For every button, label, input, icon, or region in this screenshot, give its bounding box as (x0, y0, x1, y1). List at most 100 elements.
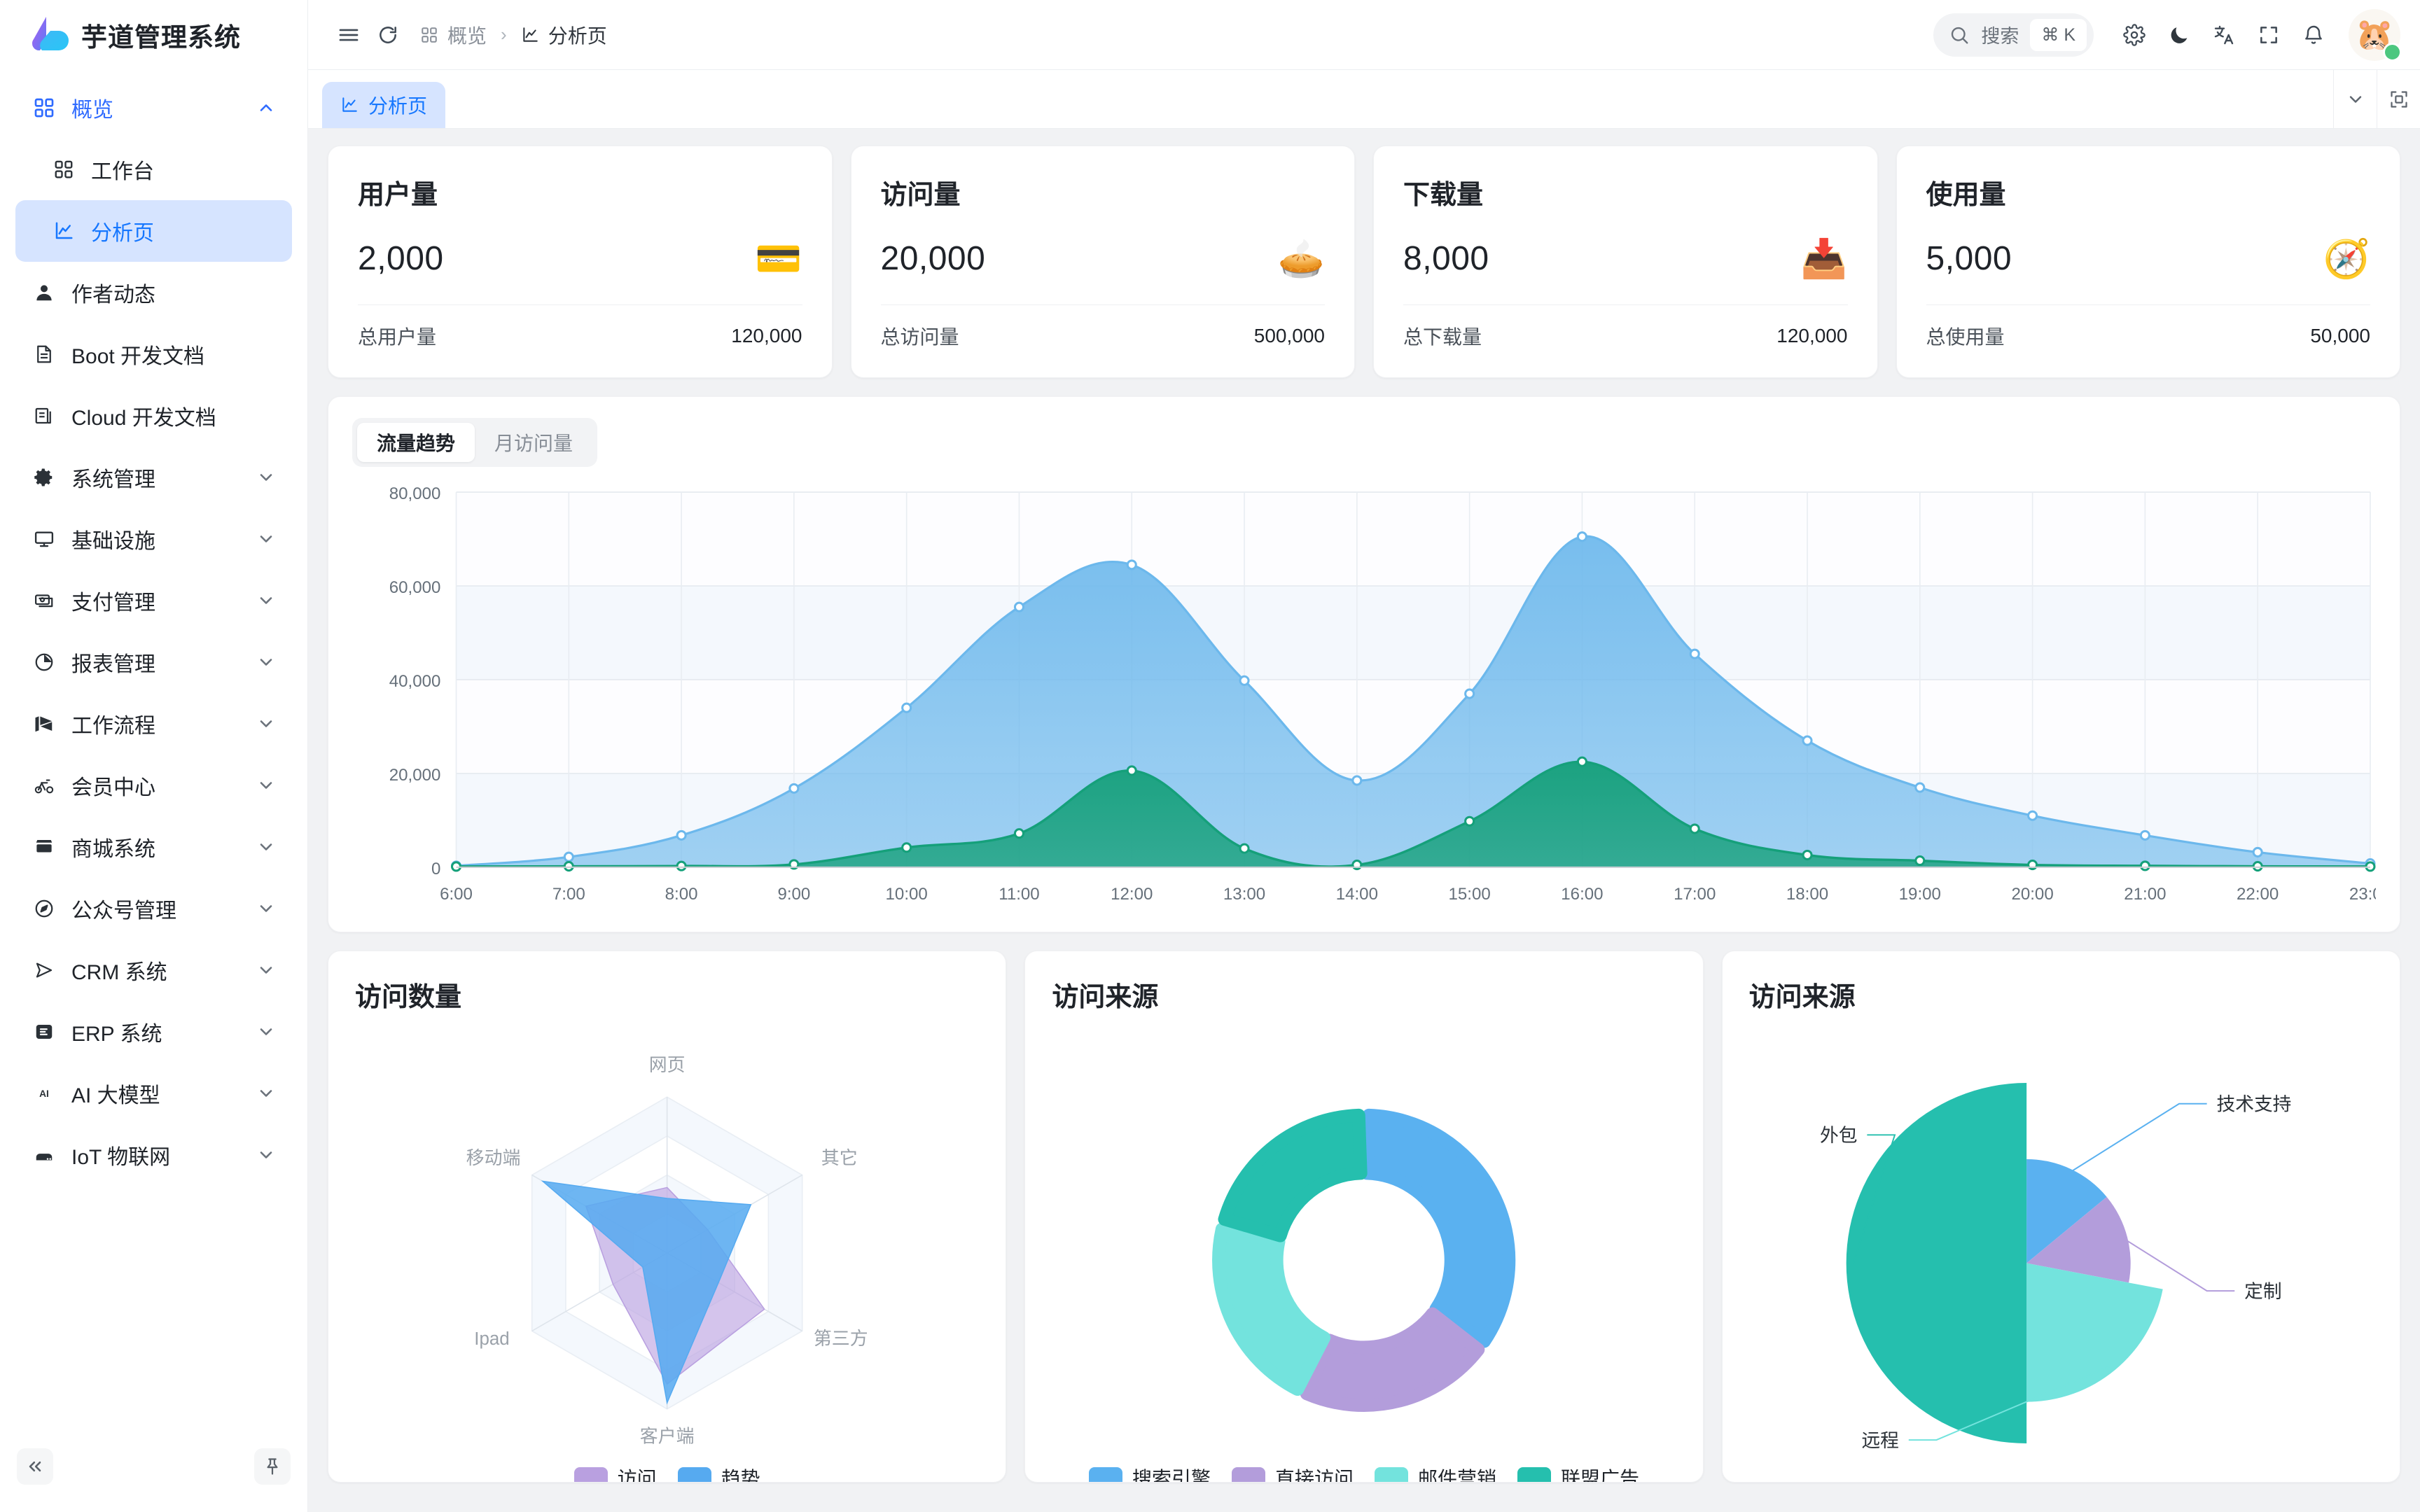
brand[interactable]: 芋道管理系统 (0, 0, 307, 70)
traffic-area-chart: 0 20,000 40,000 60,000 80,000 6:00 7:00 8:00 9:0… (352, 482, 2376, 918)
sidebar-pin-button[interactable] (254, 1448, 291, 1485)
sidebar-item-label: 公众号管理 (71, 899, 176, 923)
breadcrumb-separator: › (501, 24, 507, 45)
sidebar-item-official-account[interactable]: 公众号管理 (15, 878, 292, 939)
settings-button[interactable] (2115, 15, 2154, 55)
sidebar-item-overview[interactable]: 概览 (15, 77, 292, 139)
sidebar-item-label: ERP 系统 (71, 1023, 162, 1046)
sidebar-item-label: 报表管理 (71, 653, 155, 676)
sidebar-item-crm-system[interactable]: CRM 系统 (15, 939, 292, 1001)
bottom-cards-row: 访问数量 网页 其它 第三方 客户端 Ipad 移动端 访问 趋势 (328, 951, 2400, 1483)
sidebar-item-boot-docs[interactable]: Boot 开发文档 (15, 323, 292, 385)
language-toggle[interactable] (2204, 15, 2244, 55)
sidebar-item-report-management[interactable]: 报表管理 (15, 631, 292, 693)
chevron-down-icon (256, 1083, 277, 1104)
divider (1926, 304, 2370, 305)
sidebar-item-cloud-docs[interactable]: Cloud 开发文档 (15, 385, 292, 447)
compass-icon (31, 895, 57, 922)
ai-icon: AI (31, 1080, 57, 1107)
dark-mode-toggle[interactable] (2160, 15, 2199, 55)
svg-text:10:00: 10:00 (886, 885, 928, 904)
sidebar-item-member-center[interactable]: 会员中心 (15, 755, 292, 816)
svg-text:其它: 其它 (821, 1148, 858, 1168)
donut-card: 访问来源 搜索引擎 直接访问 (1024, 951, 1704, 1483)
svg-text:21:00: 21:00 (2124, 885, 2166, 904)
search-input[interactable]: 搜索 ⌘ K (1933, 13, 2094, 57)
card-title: 访问来源 (1052, 983, 1159, 1012)
legend-item[interactable]: 邮件营销 (1374, 1464, 1496, 1482)
legend-label: 直接访问 (1274, 1467, 1354, 1483)
sidebar-item-system-management[interactable]: 系统管理 (15, 447, 292, 508)
sidebar-item-erp-system[interactable]: ERP 系统 (15, 1001, 292, 1063)
svg-text:技术支持: 技术支持 (2216, 1094, 2291, 1115)
monitor-icon (31, 526, 57, 552)
legend-swatch (1517, 1466, 1551, 1482)
tab-list: 分析页 (308, 70, 2333, 128)
svg-text:6:00: 6:00 (440, 885, 473, 904)
legend-swatch (1231, 1466, 1265, 1482)
svg-text:80,000: 80,000 (389, 484, 441, 503)
tab-analysis[interactable]: 分析页 (322, 82, 446, 128)
hamburger-icon[interactable] (329, 15, 368, 55)
sidebar-item-label: Boot 开发文档 (71, 345, 205, 368)
breadcrumb-item-overview[interactable]: 概览 (420, 21, 487, 49)
refresh-icon[interactable] (368, 15, 408, 55)
svg-text:移动端: 移动端 (466, 1148, 521, 1168)
grid-icon (50, 156, 77, 183)
sidebar-item-mall-system[interactable]: 商城系统 (15, 816, 292, 878)
sidebar-item-ai-models[interactable]: AI AI 大模型 (15, 1063, 292, 1124)
stat-sub-value: 500,000 (1253, 325, 1325, 346)
stat-title: 访问量 (880, 181, 961, 210)
svg-text:60,000: 60,000 (389, 578, 441, 597)
trend-tab-monthly[interactable]: 月访问量 (494, 433, 573, 454)
svg-text:15:00: 15:00 (1449, 885, 1491, 904)
sidebar-item-analysis[interactable]: 分析页 (15, 200, 292, 262)
avatar[interactable]: 🐹 (2349, 8, 2402, 62)
stat-cards-row: 用户量 2,000 💳 总用户量 120,000 访问量 20,000 (328, 146, 2400, 378)
sidebar-item-workflow[interactable]: 工作流程 (15, 693, 292, 755)
sidebar-item-workbench[interactable]: 工作台 (15, 139, 292, 200)
chart-icon (521, 26, 539, 44)
sidebar-item-infrastructure[interactable]: 基础设施 (15, 508, 292, 570)
svg-text:9:00: 9:00 (777, 885, 810, 904)
legend-item[interactable]: 趋势 (677, 1464, 760, 1482)
download-icon: 📥 (1800, 237, 1848, 280)
sidebar-item-iot[interactable]: IoT 物联网 (15, 1124, 292, 1186)
sidebar-item-label: 作者动态 (71, 284, 155, 307)
tab-bar-actions (2333, 69, 2420, 129)
main-area: 概览 › 分析页 搜索 ⌘ K (308, 0, 2420, 1512)
svg-text:0: 0 (431, 860, 440, 878)
fullscreen-button[interactable] (2249, 15, 2288, 55)
notifications-button[interactable] (2294, 15, 2333, 55)
chevron-down-icon (256, 652, 277, 673)
svg-text:20,000: 20,000 (389, 766, 441, 785)
grid-icon (420, 26, 438, 44)
tab-bar: 分析页 (308, 69, 2420, 129)
taro-logo-icon (25, 15, 69, 55)
sidebar-item-label: 分析页 (91, 222, 154, 245)
legend-item[interactable]: 直接访问 (1231, 1464, 1354, 1483)
legend-item[interactable]: 访问 (573, 1464, 657, 1483)
legend-item[interactable]: 搜索引擎 (1088, 1464, 1211, 1482)
breadcrumb-item-analysis[interactable]: 分析页 (521, 21, 607, 49)
trend-tab-traffic[interactable]: 流量趋势 (357, 423, 475, 462)
sidebar-item-payment-management[interactable]: 支付管理 (15, 570, 292, 631)
legend-item[interactable]: 联盟广告 (1517, 1464, 1639, 1482)
sidebar-collapse-button[interactable] (17, 1448, 53, 1485)
legend-label: 访问 (617, 1467, 657, 1483)
stat-value: 8,000 (1403, 240, 1489, 277)
svg-text:第三方: 第三方 (814, 1329, 868, 1349)
legend-swatch (1088, 1466, 1122, 1482)
tab-dropdown-button[interactable] (2333, 69, 2377, 129)
svg-text:远程: 远程 (1861, 1430, 1898, 1451)
send-icon (31, 957, 57, 983)
rose-pie-card: 访问来源 技术支持 定制 远程 外包 (1721, 951, 2400, 1483)
page-content: 用户量 2,000 💳 总用户量 120,000 访问量 20,000 (308, 129, 2420, 1512)
content-fullscreen-button[interactable] (2377, 69, 2420, 129)
sidebar-footer (0, 1435, 307, 1512)
radar-card: 访问数量 网页 其它 第三方 客户端 Ipad 移动端 访问 趋势 (328, 951, 1007, 1483)
sidebar-item-author-feed[interactable]: 作者动态 (15, 262, 292, 323)
flow-icon (31, 710, 57, 737)
